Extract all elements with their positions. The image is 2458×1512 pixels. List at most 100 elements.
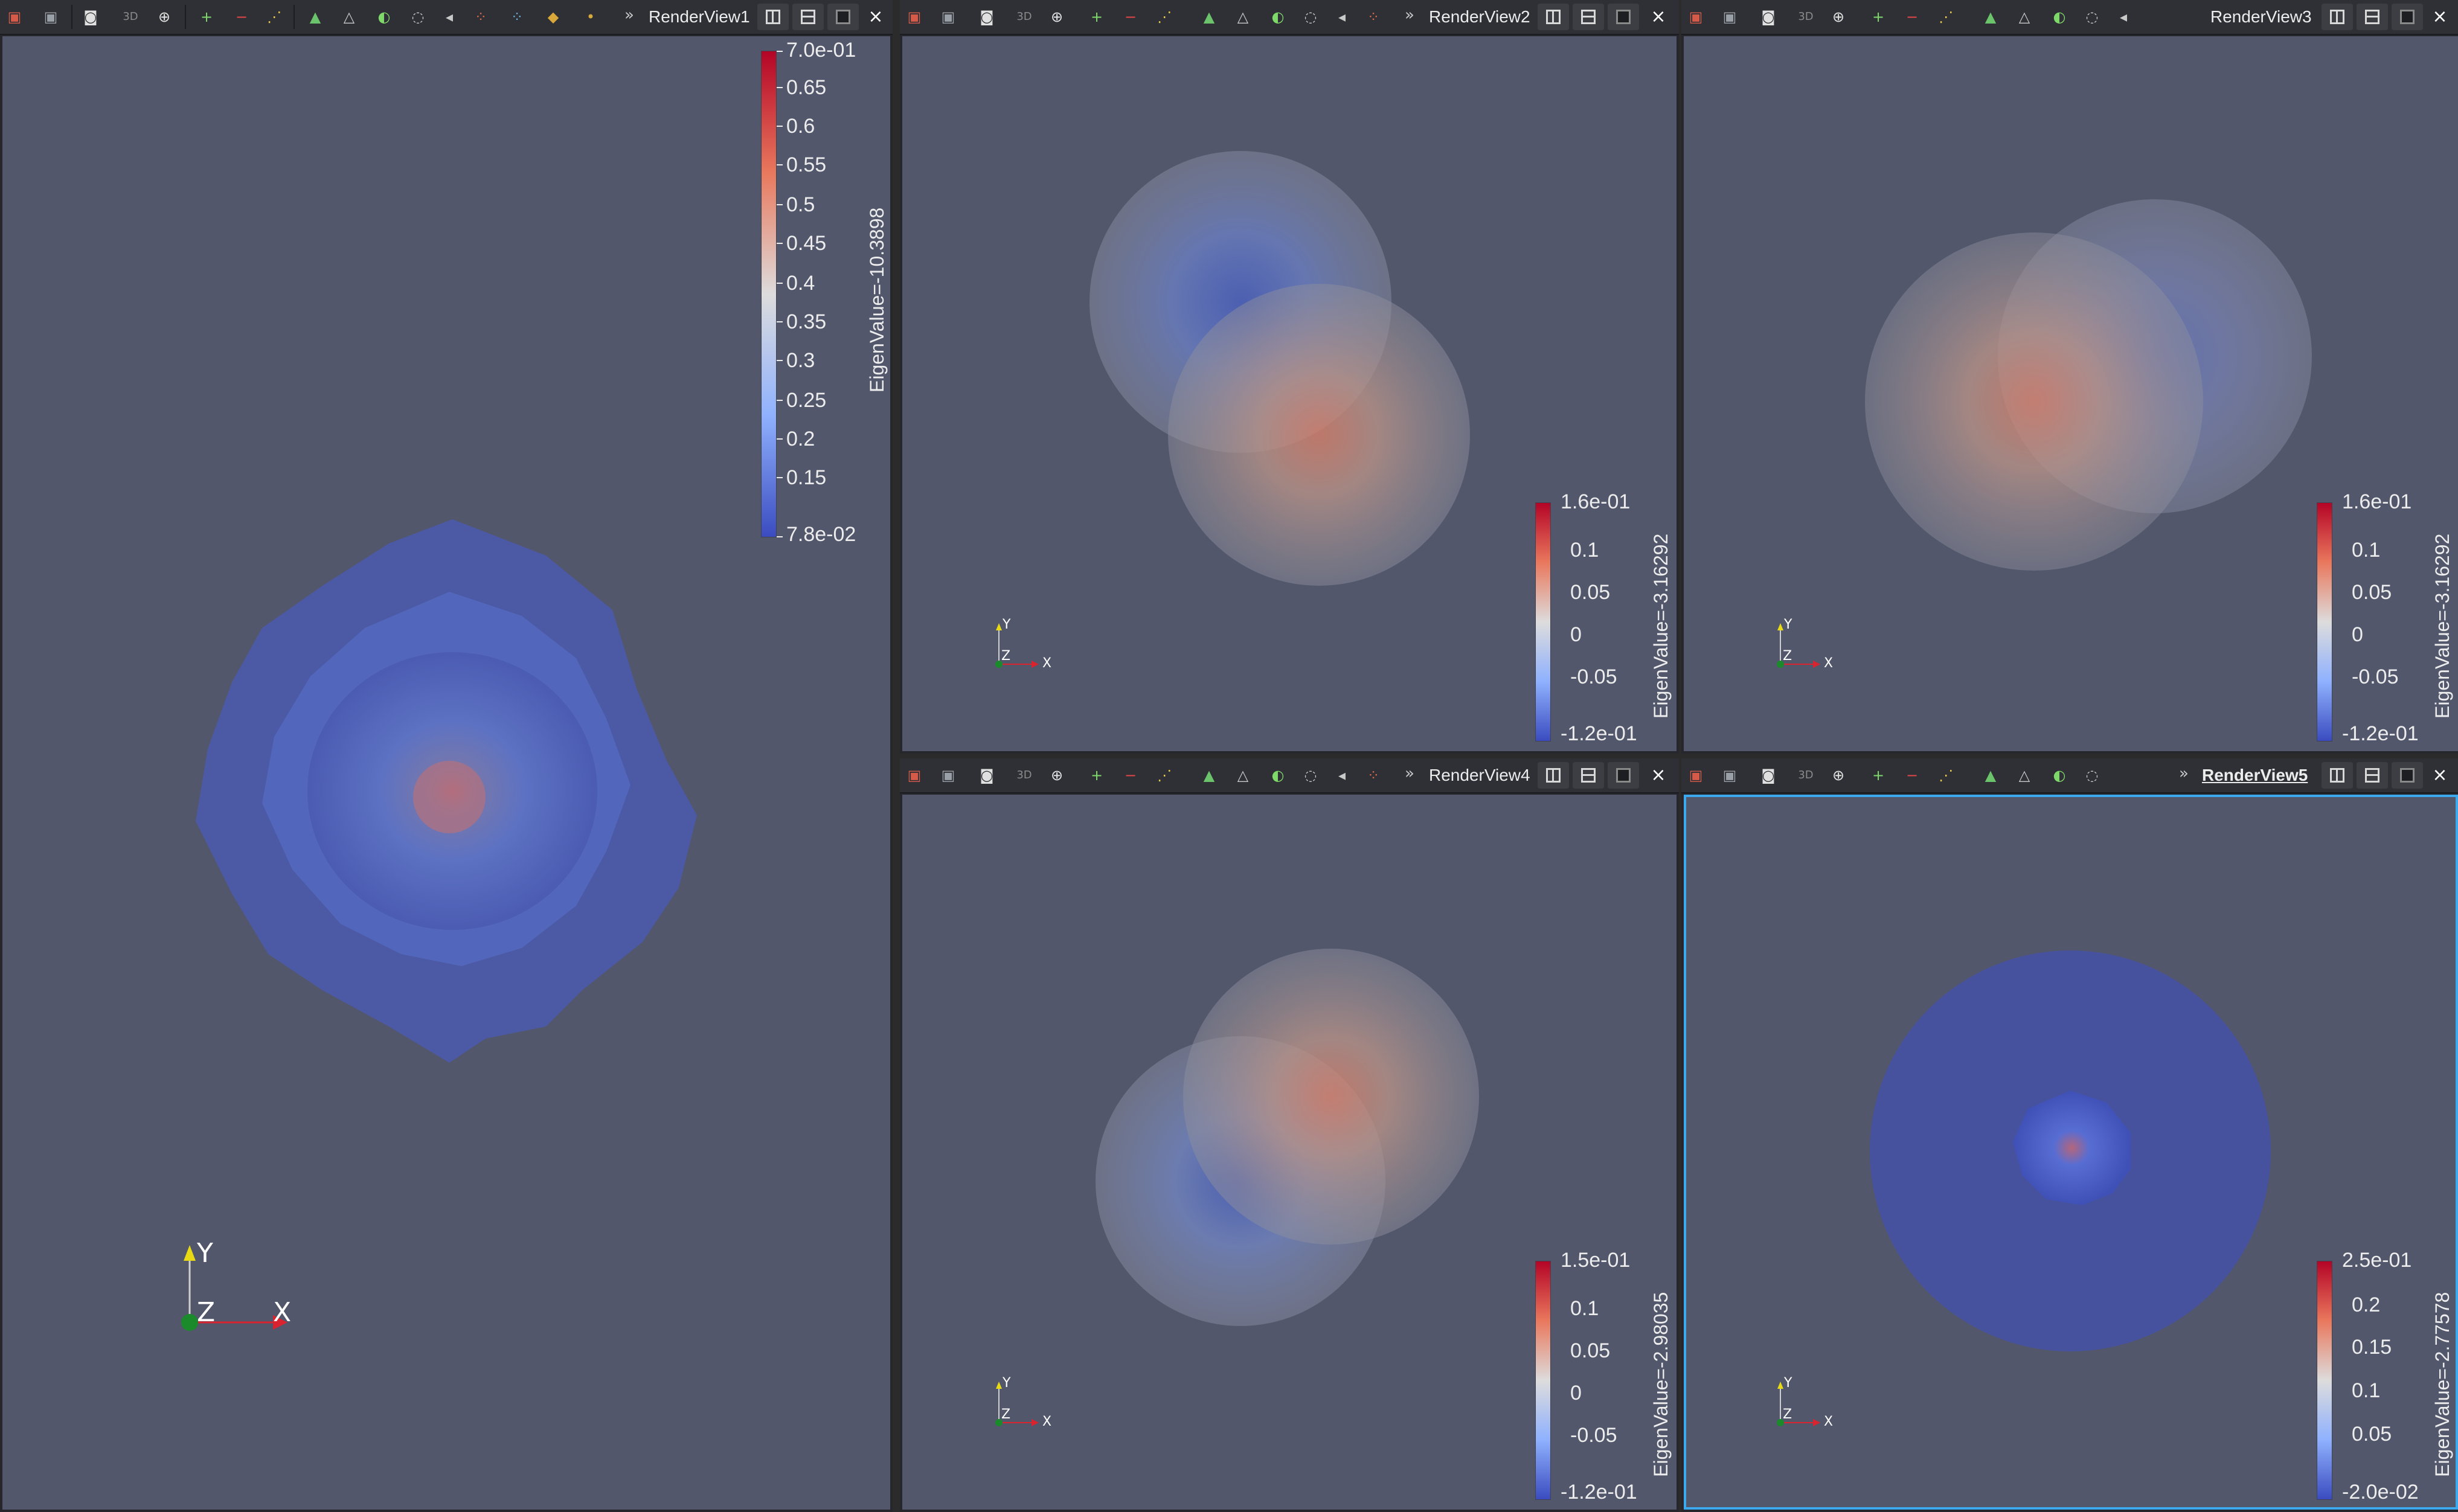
split-vertical-button[interactable]	[2357, 762, 2388, 789]
zoom-to-box-icon[interactable]: ⊕	[1050, 767, 1064, 784]
close-view-button[interactable]: ×	[1651, 6, 1666, 27]
grow-selection-icon[interactable]: ⁘	[1367, 767, 1380, 784]
toggle-3d-icon[interactable]: 3D	[1798, 10, 1814, 23]
capture-screenshot-icon[interactable]: ◙	[980, 8, 994, 25]
capture-screenshot-icon[interactable]: ◙	[83, 8, 98, 25]
zoom-to-box-icon[interactable]: ⊕	[1050, 8, 1064, 25]
select-polygon-icon[interactable]: ▲	[1203, 767, 1215, 784]
hover-points-icon[interactable]: ◌	[2085, 767, 2099, 784]
select-cells-icon[interactable]: +	[200, 8, 213, 25]
select-polygon-icon[interactable]: ▲	[309, 8, 321, 25]
select-block-icon[interactable]: △	[343, 8, 355, 25]
zoom-to-box-icon[interactable]: ⊕	[1832, 767, 1845, 784]
hover-points-icon[interactable]: ◌	[1304, 8, 1317, 25]
toolbar-overflow-chevron[interactable]: »	[624, 6, 634, 24]
maximize-button[interactable]	[827, 4, 859, 30]
close-view-button[interactable]: ×	[868, 6, 884, 27]
shrink-selection-icon[interactable]: ⁘	[510, 8, 524, 25]
split-vertical-button[interactable]	[1573, 4, 1604, 30]
hover-cells-icon[interactable]: ◂	[445, 8, 454, 25]
split-horizontal-button[interactable]	[757, 4, 789, 30]
select-points-icon[interactable]: −	[1124, 767, 1137, 784]
interactive-select-icon[interactable]: ◐	[2053, 767, 2066, 784]
reset-camera-icon[interactable]: ▣	[1689, 767, 1703, 784]
split-vertical-button[interactable]	[1573, 762, 1604, 789]
toggle-3d-icon[interactable]: 3D	[123, 10, 138, 23]
select-polygon-icon[interactable]: ▲	[1203, 8, 1215, 25]
interactive-select-icon[interactable]: ◐	[2053, 8, 2066, 25]
interactive-select-icon[interactable]: ◐	[377, 8, 391, 25]
toggle-3d-icon[interactable]: 3D	[1016, 10, 1032, 23]
select-polygon-icon[interactable]: ▲	[1985, 767, 1997, 784]
grow-selection-icon[interactable]: ⁘	[474, 8, 487, 25]
select-frustum-icon[interactable]: ⋰	[267, 8, 281, 25]
render-viewport[interactable]: 1.6e-01 0.1 0.05 0 -0.05 -1.2e-01 EigenV…	[902, 36, 1677, 751]
maximize-button[interactable]	[2392, 762, 2423, 789]
interactive-select-icon[interactable]: ◐	[1271, 767, 1285, 784]
find-data-icon[interactable]: •	[586, 8, 595, 25]
reset-camera-icon[interactable]: ▣	[1689, 8, 1703, 25]
select-block-icon[interactable]: △	[2018, 767, 2030, 784]
zoom-to-data-icon[interactable]: ▣	[43, 8, 58, 25]
select-cells-icon[interactable]: +	[1872, 8, 1885, 25]
close-view-button[interactable]: ×	[2432, 6, 2448, 27]
select-block-icon[interactable]: △	[1237, 8, 1249, 25]
capture-screenshot-icon[interactable]: ◙	[980, 767, 994, 784]
select-cells-icon[interactable]: +	[1090, 767, 1103, 784]
maximize-button[interactable]	[1608, 762, 1639, 789]
toolbar-overflow-chevron[interactable]: »	[1405, 6, 1414, 24]
reset-camera-icon[interactable]: ▣	[907, 8, 922, 25]
select-points-icon[interactable]: −	[1905, 767, 1919, 784]
zoom-to-data-icon[interactable]: ▣	[1722, 767, 1737, 784]
select-frustum-icon[interactable]: ⋰	[1157, 8, 1172, 25]
select-cells-icon[interactable]: +	[1872, 767, 1885, 784]
reset-camera-icon[interactable]: ▣	[7, 8, 22, 25]
split-horizontal-button[interactable]	[2322, 762, 2353, 789]
reset-camera-icon[interactable]: ▣	[907, 767, 922, 784]
clear-selection-icon[interactable]: ◆	[547, 8, 559, 25]
render-viewport[interactable]: 1.6e-01 0.1 0.05 0 -0.05 -1.2e-01 EigenV…	[1684, 36, 2458, 751]
hover-points-icon[interactable]: ◌	[2085, 8, 2099, 25]
zoom-to-data-icon[interactable]: ▣	[941, 8, 955, 25]
select-block-icon[interactable]: △	[2018, 8, 2030, 25]
close-view-button[interactable]: ×	[2432, 764, 2448, 786]
split-horizontal-button[interactable]	[2322, 4, 2353, 30]
toggle-3d-icon[interactable]: 3D	[1016, 769, 1032, 781]
select-points-icon[interactable]: −	[235, 8, 248, 25]
grow-selection-icon[interactable]: ⁘	[1367, 8, 1380, 25]
zoom-to-data-icon[interactable]: ▣	[1722, 8, 1737, 25]
close-view-button[interactable]: ×	[1651, 764, 1666, 786]
select-frustum-icon[interactable]: ⋰	[1157, 767, 1172, 784]
maximize-button[interactable]	[2392, 4, 2423, 30]
hover-points-icon[interactable]: ◌	[411, 8, 425, 25]
split-horizontal-button[interactable]	[1538, 762, 1569, 789]
render-viewport[interactable]: 7.0e-01 0.65 0.6 0.55 0.5 0.45 0.4 0.35 …	[2, 36, 890, 1510]
zoom-to-box-icon[interactable]: ⊕	[1832, 8, 1845, 25]
select-cells-icon[interactable]: +	[1090, 8, 1103, 25]
interactive-select-icon[interactable]: ◐	[1271, 8, 1285, 25]
hover-cells-icon[interactable]: ◂	[1338, 767, 1346, 784]
select-frustum-icon[interactable]: ⋰	[1939, 8, 1953, 25]
toolbar-overflow-chevron[interactable]: »	[2179, 764, 2189, 783]
zoom-to-data-icon[interactable]: ▣	[941, 767, 955, 784]
hover-cells-icon[interactable]: ◂	[2119, 8, 2128, 25]
render-viewport[interactable]: 2.5e-01 0.2 0.15 0.1 0.05 -2.0e-02 Eigen…	[1684, 795, 2458, 1510]
select-block-icon[interactable]: △	[1237, 767, 1249, 784]
zoom-to-box-icon[interactable]: ⊕	[158, 8, 171, 25]
select-frustum-icon[interactable]: ⋰	[1939, 767, 1953, 784]
toolbar-overflow-chevron[interactable]: »	[1405, 764, 1414, 783]
select-polygon-icon[interactable]: ▲	[1985, 8, 1997, 25]
maximize-button[interactable]	[1608, 4, 1639, 30]
hover-cells-icon[interactable]: ◂	[1338, 8, 1346, 25]
render-viewport[interactable]: 1.5e-01 0.1 0.05 0 -0.05 -1.2e-01 EigenV…	[902, 795, 1677, 1510]
split-vertical-button[interactable]	[2357, 4, 2388, 30]
select-points-icon[interactable]: −	[1124, 8, 1137, 25]
split-horizontal-button[interactable]	[1538, 4, 1569, 30]
capture-screenshot-icon[interactable]: ◙	[1761, 767, 1776, 784]
axes-glyph	[995, 623, 1039, 668]
split-vertical-button[interactable]	[792, 4, 824, 30]
toggle-3d-icon[interactable]: 3D	[1798, 769, 1814, 781]
capture-screenshot-icon[interactable]: ◙	[1761, 8, 1776, 25]
select-points-icon[interactable]: −	[1905, 8, 1919, 25]
hover-points-icon[interactable]: ◌	[1304, 767, 1317, 784]
